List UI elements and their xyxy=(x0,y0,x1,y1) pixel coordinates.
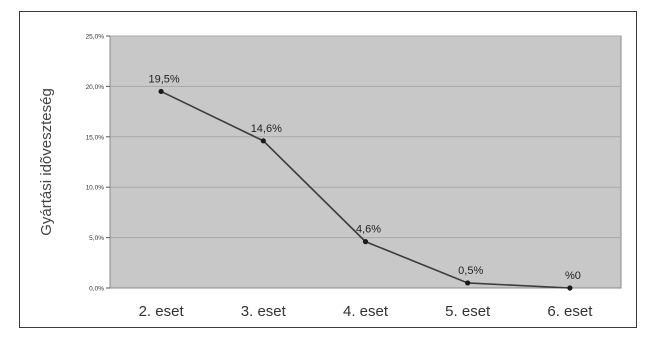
y-tick-label: 20,0% xyxy=(86,84,105,91)
x-tick-label: 5. eset xyxy=(445,303,491,320)
y-axis-title: Gyártási idõveszteség xyxy=(38,88,55,236)
plot-area xyxy=(109,35,622,289)
x-tick-label: 3. eset xyxy=(241,303,287,320)
data-label: 0,5% xyxy=(458,265,483,277)
line-chart: 0,0% 5,0% 10,0% 15,0% 20,0% 25,0% Gyártási idõ… xyxy=(38,34,622,320)
y-tick-label: 5,0% xyxy=(89,235,104,242)
x-tick-label: 4. eset xyxy=(343,303,389,320)
data-point xyxy=(260,138,266,144)
data-point xyxy=(362,239,369,245)
x-tick-label: 6. eset xyxy=(547,303,593,320)
x-tick-label: 2. eset xyxy=(139,303,185,320)
data-label: 4,6% xyxy=(356,224,381,236)
data-point xyxy=(465,280,471,286)
chart-frame: 0,0% 5,0% 10,0% 15,0% 20,0% 25,0% Gyártási idõ… xyxy=(19,11,637,328)
data-label: 19,5% xyxy=(148,73,179,85)
data-point xyxy=(567,285,573,291)
data-label: %0 xyxy=(565,270,581,282)
data-label: 14,6% xyxy=(251,123,282,135)
data-point xyxy=(158,88,164,95)
y-tick-label: 25,0% xyxy=(86,34,105,41)
y-tick-label: 10,0% xyxy=(86,185,105,192)
y-tick-label: 0,0% xyxy=(89,286,104,293)
y-tick-label: 15,0% xyxy=(86,134,105,141)
